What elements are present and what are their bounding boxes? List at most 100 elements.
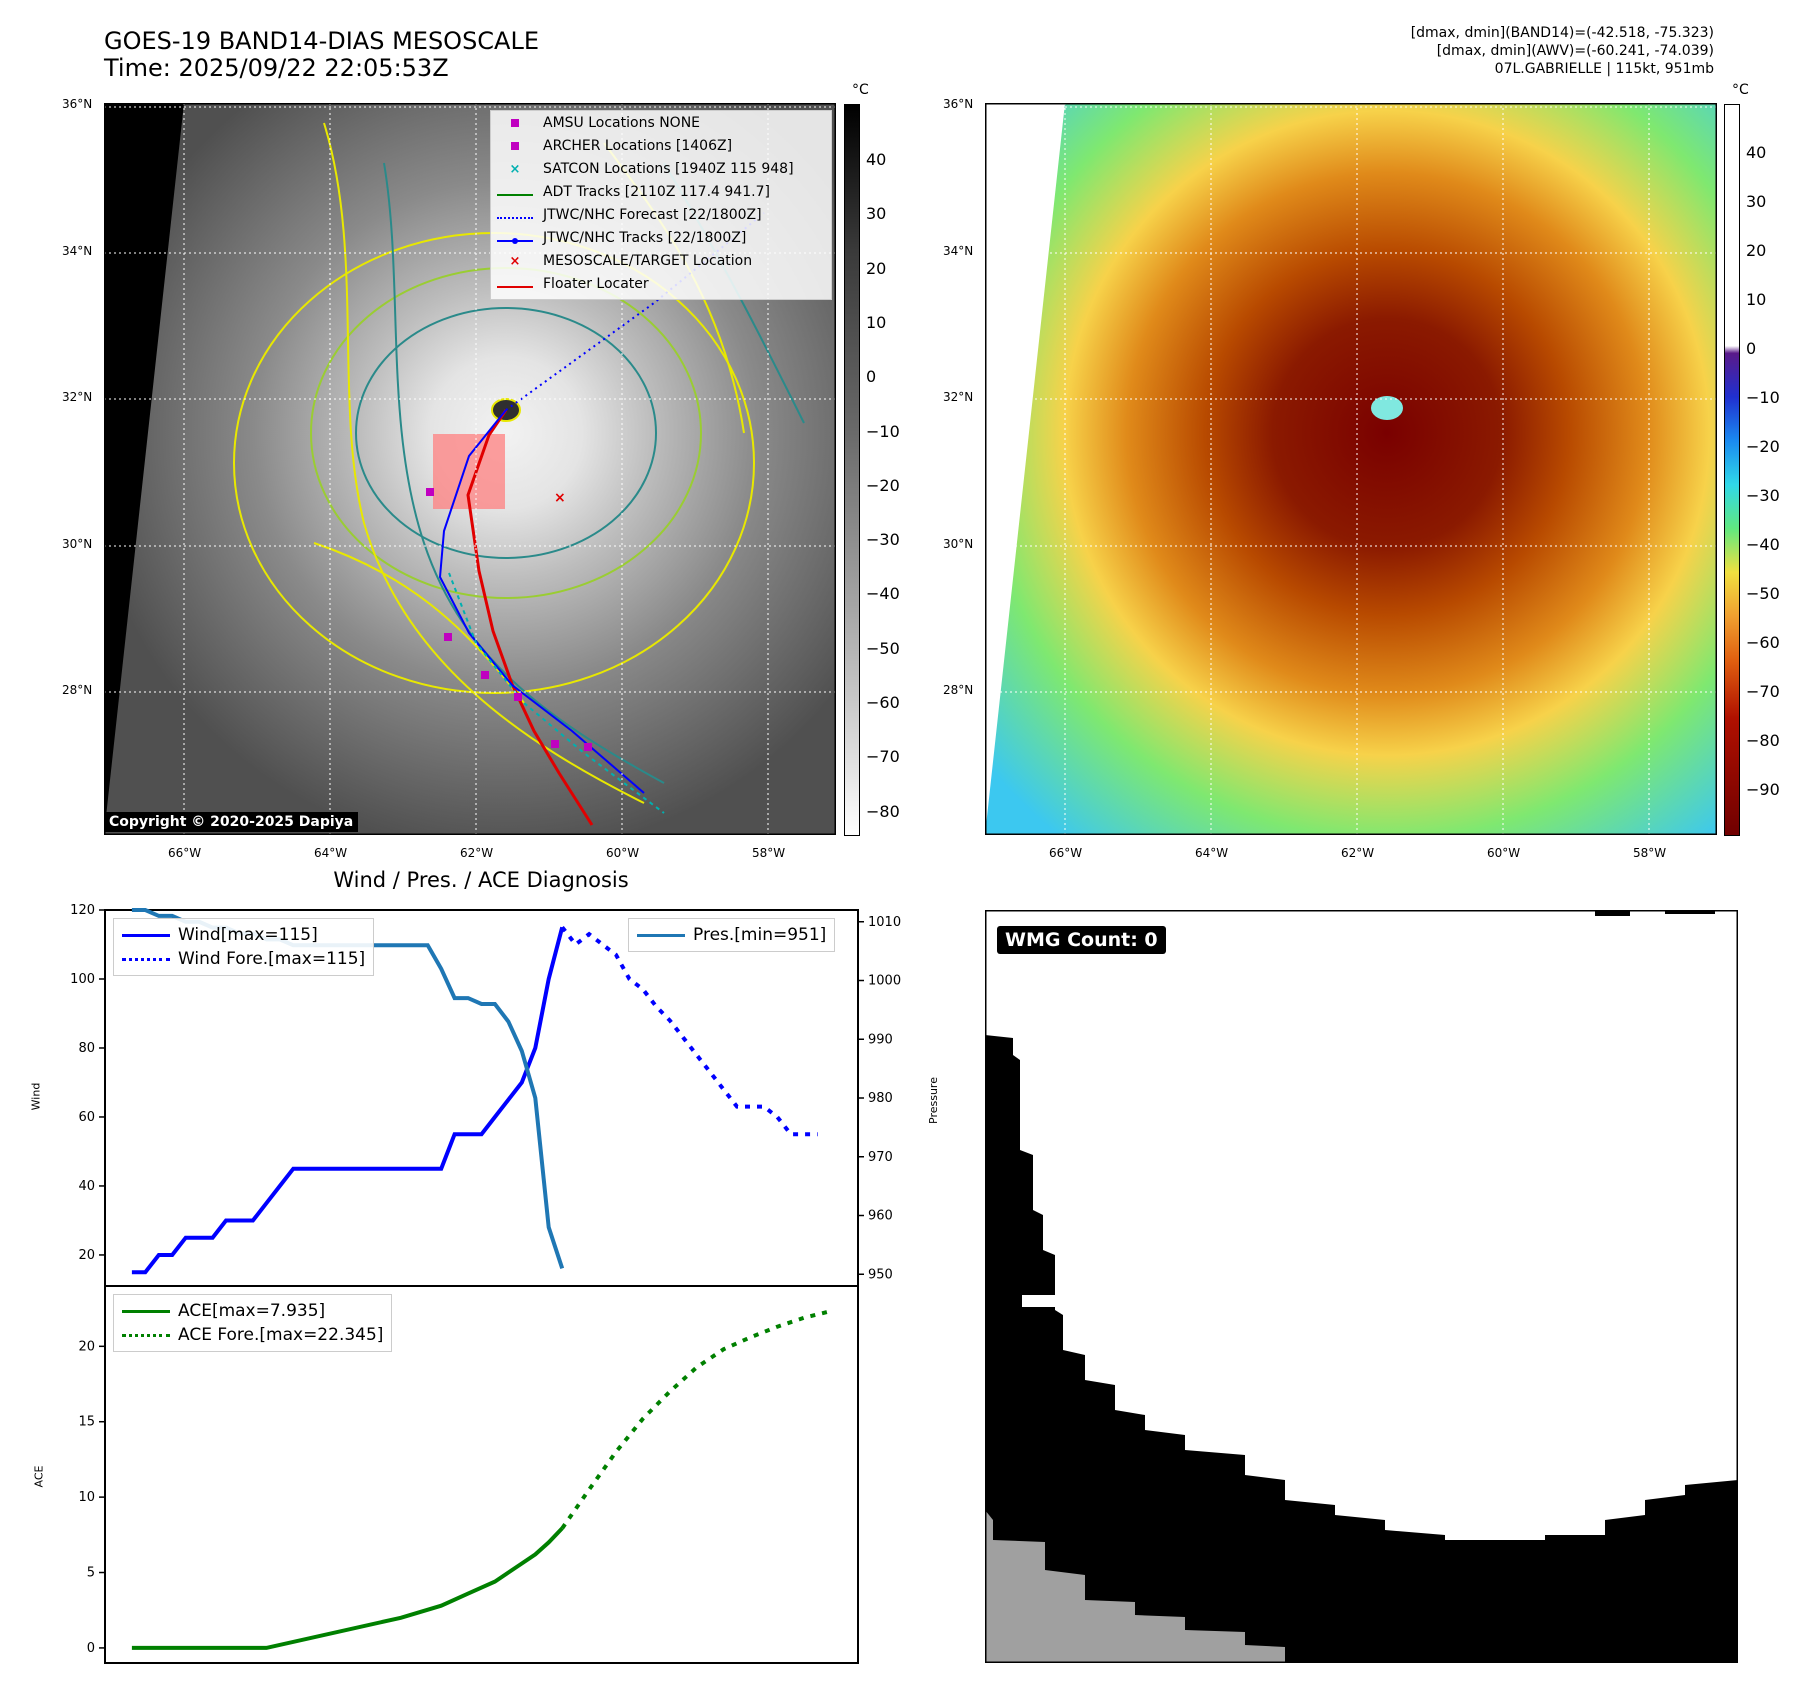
lon-label: 66°W [1049,846,1083,860]
y-tick-label: 1010 [868,915,901,930]
colorbar-tick-label: 40 [1746,143,1767,162]
series-line [560,925,818,1137]
map-legend-item: ADT Tracks [2110Z 117.4 941.7] [497,184,770,200]
y-tick-label: 980 [868,1091,893,1106]
series-line [560,1309,832,1530]
lon-label: 64°W [1195,846,1229,860]
wmg-gray-region [985,1510,1285,1663]
map-legend-item: AMSU Locations NONE [497,115,700,131]
colorbar-tick-label: −50 [1746,584,1780,603]
ace-fore-legend-label: ACE Fore.[max=22.345] [178,1325,384,1345]
satcon-track [448,572,665,814]
map-legend-item: × SATCON Locations [1940Z 115 948] [497,161,794,177]
right-no-data-wedge [985,103,1065,835]
colorbar-tick-label: 0 [1746,339,1757,358]
wmg-panel [985,910,1738,1663]
map-legend: AMSU Locations NONE ARCHER Locations [140… [490,110,832,300]
colorbar-tick-label: −10 [866,421,900,441]
lon-label: 60°W [1487,846,1521,860]
lat-label: 30°N [943,537,974,551]
info-line-3: 07L.GABRIELLE | 115kt, 951mb [1494,61,1714,77]
lat-label: 36°N [62,97,93,111]
map-legend-label: JTWC/NHC Forecast [22/1800Z] [543,207,762,223]
legend-swatch-icon [497,207,533,223]
y-tick-label: 1000 [868,974,901,989]
map-legend-label: ADT Tracks [2110Z 117.4 941.7] [543,184,770,200]
lat-label: 34°N [943,244,974,258]
colorbar-tick-label: −20 [1746,437,1780,456]
pres-legend-label: Pres.[min=951] [693,925,827,945]
y-tick-label: 40 [78,1179,95,1194]
map-legend-label: JTWC/NHC Tracks [22/1800Z] [543,230,747,246]
intensity-info: [dmax, dmin](BAND14)=(-42.518, -75.323) … [1411,24,1714,78]
info-line-1: [dmax, dmin](BAND14)=(-42.518, -75.323) [1410,25,1714,41]
lat-label: 36°N [943,97,974,111]
ace-legend-label: ACE[max=7.935] [178,1301,326,1321]
ace-legend-item: ACE[max=7.935] [122,1299,383,1323]
floater-track [466,409,594,826]
lon-label: 66°W [168,846,202,860]
right-colorbar-unit: °C [1732,82,1749,98]
legend-swatch-icon [497,115,533,131]
lon-label: 58°W [1633,846,1667,860]
colorbar-tick-label: −70 [866,747,900,767]
map-legend-label: Floater Locater [543,276,649,292]
right-gridlines [985,103,1717,835]
lon-label: 62°W [1341,846,1375,860]
map-legend-label: AMSU Locations NONE [543,115,701,131]
left-colorbar-unit: °C [852,82,869,98]
y-tick-label: 0 [87,1641,95,1656]
map-legend-item: ARCHER Locations [1406Z] [497,138,732,154]
y-tick-label: 960 [868,1209,893,1224]
map-legend-item: × MESOSCALE/TARGET Location [497,253,753,269]
colorbar-tick-label: −50 [866,638,900,658]
info-line-2: [dmax, dmin](AWV)=(-60.241, -74.039) [1436,43,1714,59]
y-tick-label: 100 [70,972,95,987]
colorbar-tick-label: −80 [1746,731,1780,750]
map-legend-label: ARCHER Locations [1406Z] [543,138,733,154]
map-legend-item: JTWC/NHC Forecast [22/1800Z] [497,207,762,223]
ace-frame [104,1285,859,1664]
colorbar-tick-label: −80 [866,801,900,821]
lon-label: 64°W [314,846,348,860]
y-tick-label: 15 [78,1415,95,1430]
wind-legend-item: Wind[max=115] [122,923,365,947]
lat-label: 30°N [62,537,93,551]
y-tick-label: 20 [78,1248,95,1263]
y-tick-label: 950 [868,1267,893,1282]
mesoscale-target-marker: × [554,490,566,506]
wind-legend: Wind[max=115] Wind Fore.[max=115] [113,918,375,976]
legend-swatch-icon: × [509,254,521,269]
colorbar-tick-label: −10 [1746,388,1780,407]
colorbar-tick-label: −90 [1746,780,1780,799]
pres-legend-item: Pres.[min=951] [637,923,826,947]
wind-ylabel: Wind [29,1082,43,1111]
y-tick-label: 970 [868,1150,893,1165]
colorbar-tick-label: 10 [866,312,887,332]
colorbar-tick-label: 30 [1746,192,1767,211]
pressure-ylabel: Pressure [926,1077,940,1124]
ace-fore-legend-item: ACE Fore.[max=22.345] [122,1323,383,1347]
colorbar-tick-label: −30 [1746,486,1780,505]
map-legend-item: Floater Locater [497,276,649,292]
left-colorbar [844,104,860,836]
wmg-count-badge: WMG Count: 0 [997,926,1166,954]
colorbar-tick-label: −30 [866,530,900,550]
colorbar-tick-label: −60 [1746,633,1780,652]
no-data-wedge [104,103,184,835]
colorbar-tick-label: 40 [866,150,887,169]
wmg-black-region [985,1035,1738,1663]
colorbar-tick-label: −20 [866,475,900,495]
pres-legend: Pres.[min=951] [628,918,836,952]
jtwc-track [438,409,645,794]
y-tick-label: 80 [78,1041,95,1056]
colorbar-tick-label: 20 [1746,241,1767,260]
map-legend-item: JTWC/NHC Tracks [22/1800Z] [497,230,746,246]
lat-label: 28°N [943,683,974,697]
wind-legend-label: Wind[max=115] [178,925,318,945]
legend-swatch-icon [497,184,533,200]
copyright-label: Copyright © 2020-2025 Dapiya [104,812,359,832]
right-eye [1371,396,1403,420]
colorbar-tick-label: −70 [1746,682,1780,701]
y-tick-label: 5 [87,1566,95,1581]
